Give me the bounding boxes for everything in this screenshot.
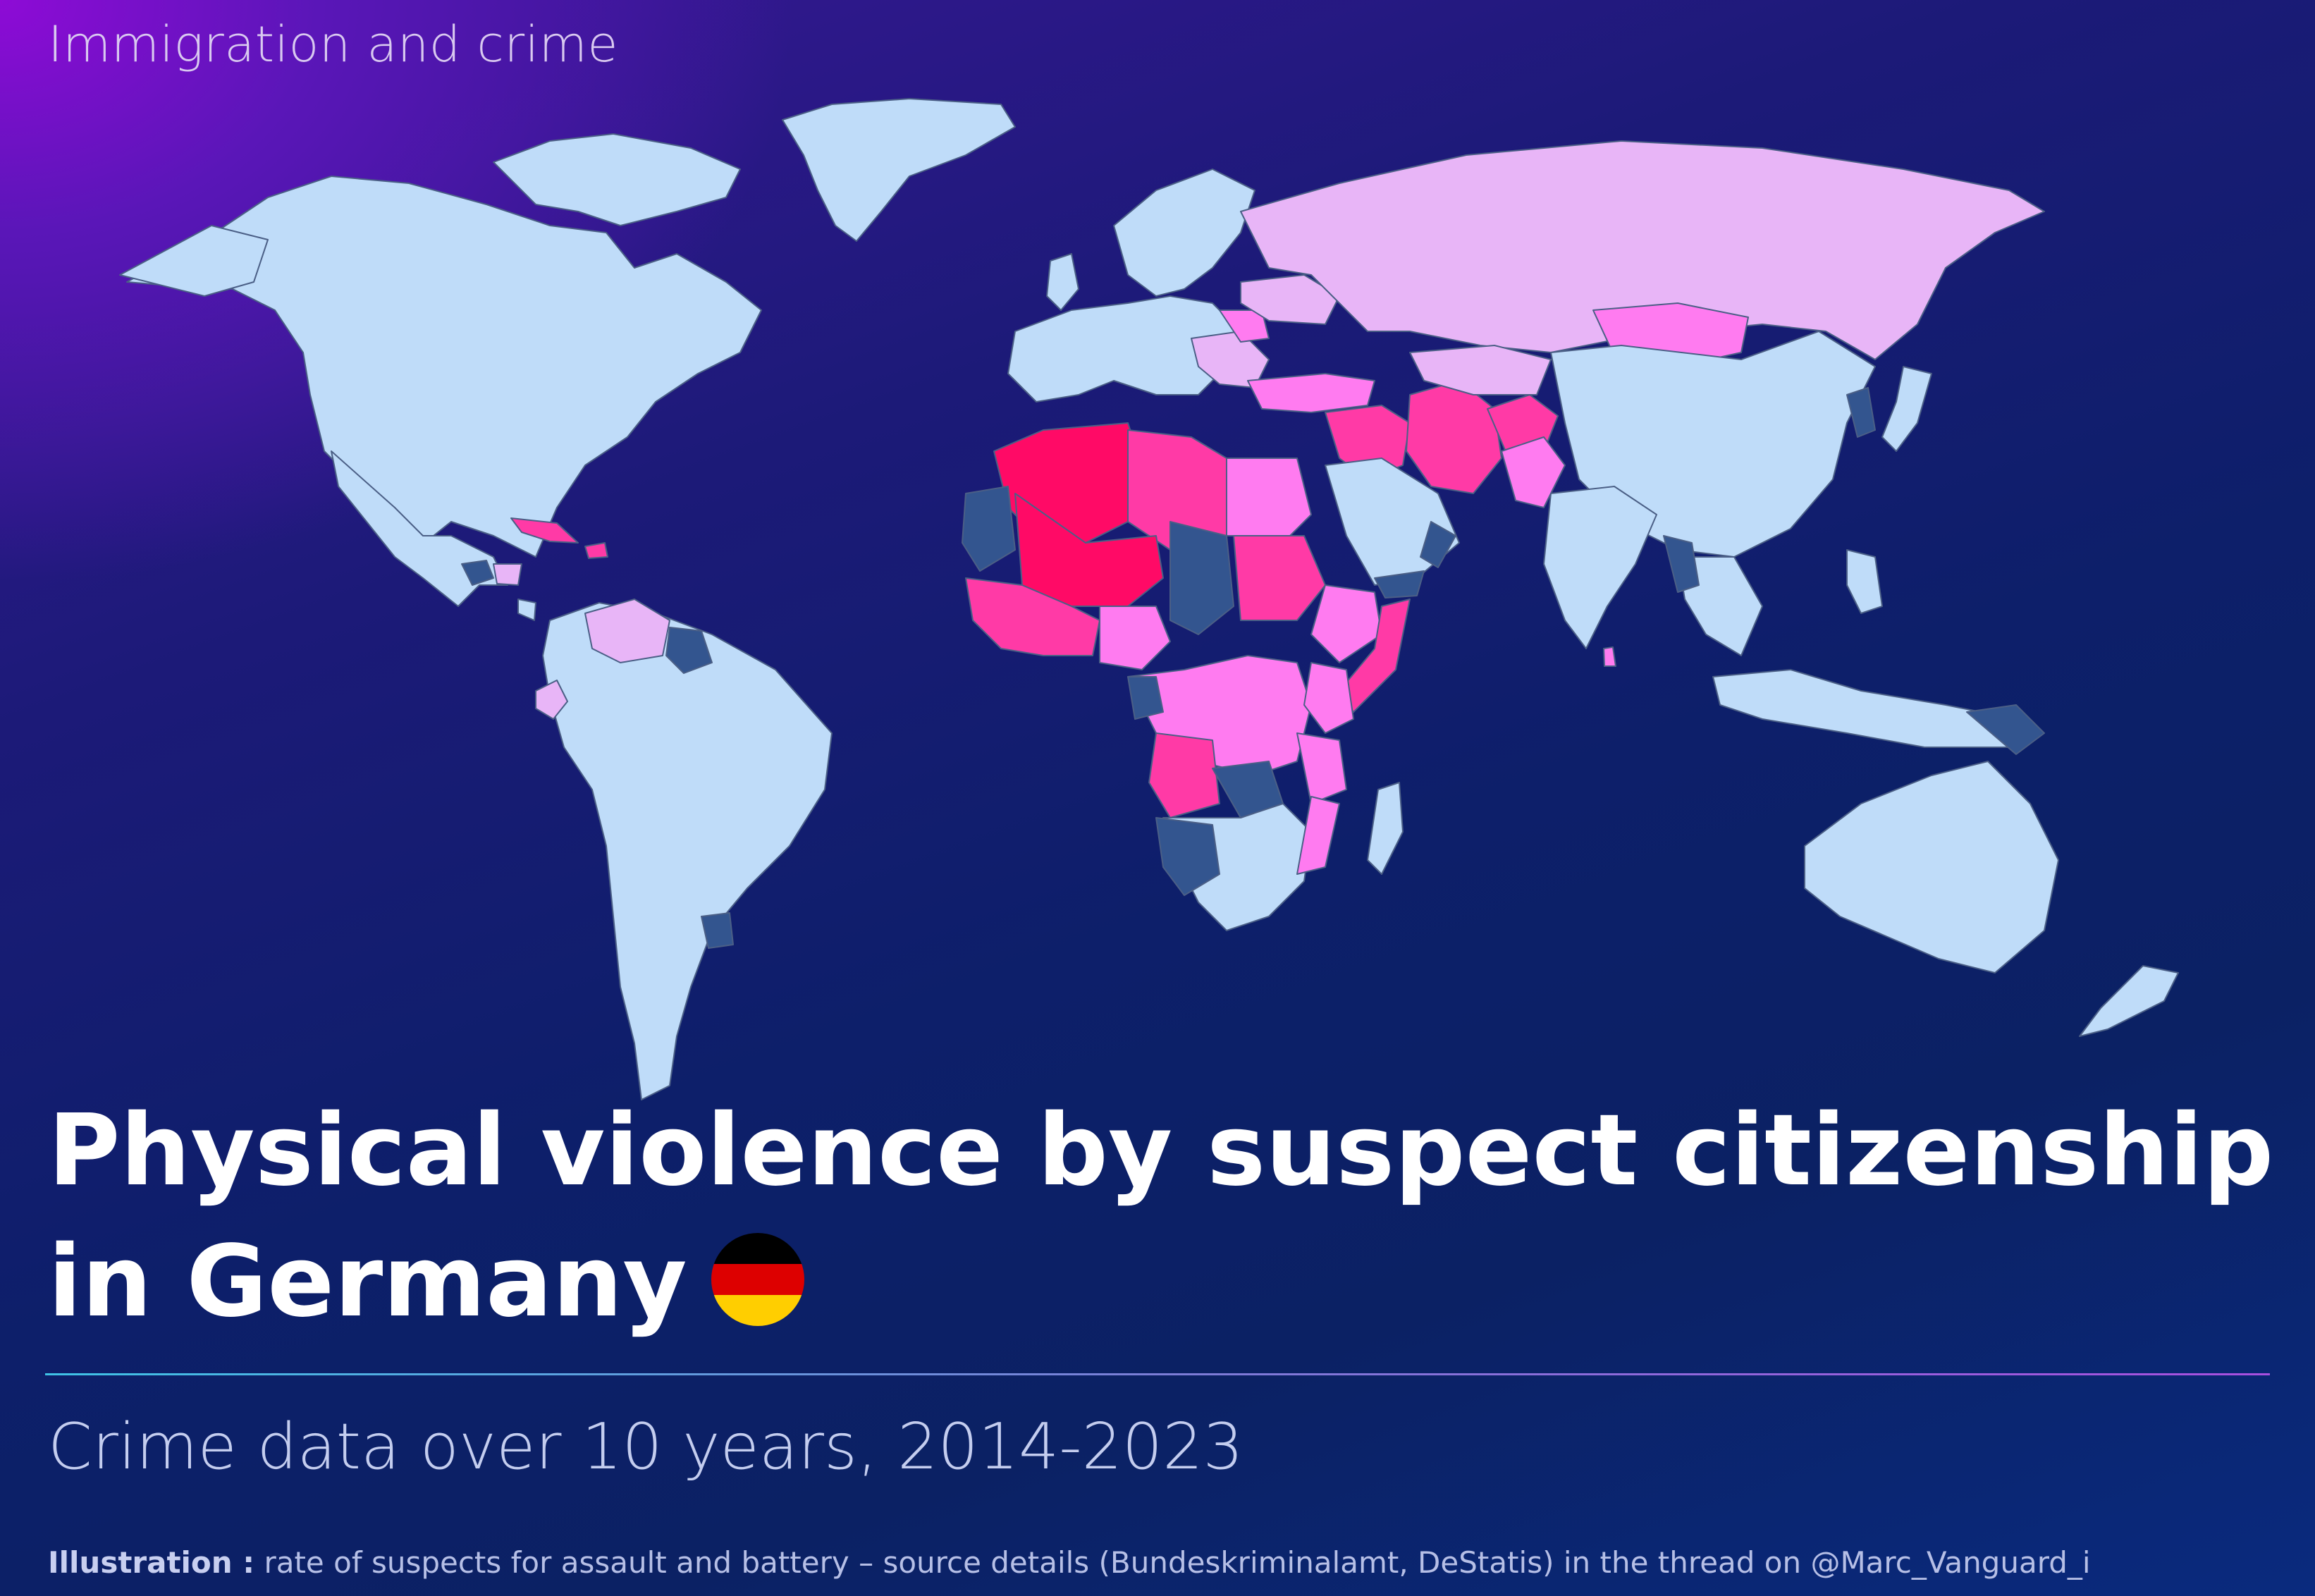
country-australia xyxy=(1804,761,2059,974)
country-tanzania xyxy=(1296,732,1347,804)
country-ecuador xyxy=(535,680,568,720)
country-nigeria xyxy=(1099,606,1171,670)
country-mozambique xyxy=(1296,796,1340,875)
divider-line xyxy=(45,1373,2270,1375)
country-philippines xyxy=(1846,549,1883,614)
country-ukraine xyxy=(1240,274,1340,325)
country-somalia xyxy=(1339,598,1411,713)
country-west-africa xyxy=(965,577,1100,656)
country-egypt xyxy=(1226,458,1312,536)
country-myanmar xyxy=(1663,535,1700,593)
country-russia xyxy=(1240,140,2045,360)
country-madagascar xyxy=(1367,782,1404,875)
country-syria-iraq xyxy=(1325,405,1411,480)
country-pakistan xyxy=(1501,436,1566,508)
country-greenland xyxy=(782,98,1016,242)
title-line-1: Physical violence by suspect citizenship xyxy=(48,1093,2274,1208)
germany-flag-icon xyxy=(711,1233,804,1327)
country-papua xyxy=(1966,704,2045,755)
country-indonesia xyxy=(1712,669,2017,748)
footer-text: rate of suspects for assault and battery… xyxy=(254,1545,2091,1580)
country-gabon-congo xyxy=(1127,676,1164,720)
country-guatemala xyxy=(461,560,494,586)
country-chad xyxy=(1169,521,1234,635)
country-morocco-algeria xyxy=(993,422,1143,544)
country-venezuela xyxy=(584,598,670,663)
country-korea xyxy=(1846,387,1876,438)
country-dominican-rep xyxy=(584,542,608,559)
title-line-2: in Germany xyxy=(48,1224,687,1339)
country-new-zealand xyxy=(2079,965,2179,1037)
country-sri-lanka xyxy=(1603,646,1616,667)
main-title: Physical violence by suspect citizenship… xyxy=(48,1086,2274,1348)
kicker-label: Immigration and crime xyxy=(48,16,618,73)
country-oman xyxy=(1420,521,1456,568)
country-honduras xyxy=(493,563,522,586)
footer-lead: Illustration : xyxy=(48,1545,255,1580)
country-canada-islands xyxy=(493,133,741,226)
country-western-europe xyxy=(1007,295,1241,403)
country-romania xyxy=(1219,309,1270,343)
world-map xyxy=(119,98,2179,1100)
country-angola xyxy=(1148,732,1220,818)
country-central-asia xyxy=(1409,345,1552,395)
country-namibia xyxy=(1155,817,1220,896)
title-line-2-row: in Germany xyxy=(48,1217,2233,1348)
country-scandinavia xyxy=(1113,168,1255,297)
country-japan xyxy=(1881,366,1932,452)
country-costa-rica xyxy=(517,598,536,621)
country-guyana xyxy=(665,627,713,674)
country-kenya xyxy=(1303,662,1354,734)
country-mauritania xyxy=(962,486,1016,572)
country-cuba xyxy=(510,517,579,544)
country-uk xyxy=(1046,253,1079,311)
country-india xyxy=(1543,486,1657,649)
country-south-america xyxy=(542,602,833,1100)
country-north-america xyxy=(126,176,762,558)
country-yemen xyxy=(1374,570,1425,598)
footer-note: Illustration : rate of suspects for assa… xyxy=(48,1545,2091,1580)
country-turkey xyxy=(1247,373,1375,413)
country-iran xyxy=(1406,380,1502,494)
country-alaska xyxy=(119,225,269,297)
country-sudan xyxy=(1233,535,1326,621)
country-uruguay xyxy=(701,912,734,949)
subtitle: Crime data over 10 years, 2014-2023 xyxy=(48,1410,1244,1484)
country-ethiopia xyxy=(1310,584,1382,663)
